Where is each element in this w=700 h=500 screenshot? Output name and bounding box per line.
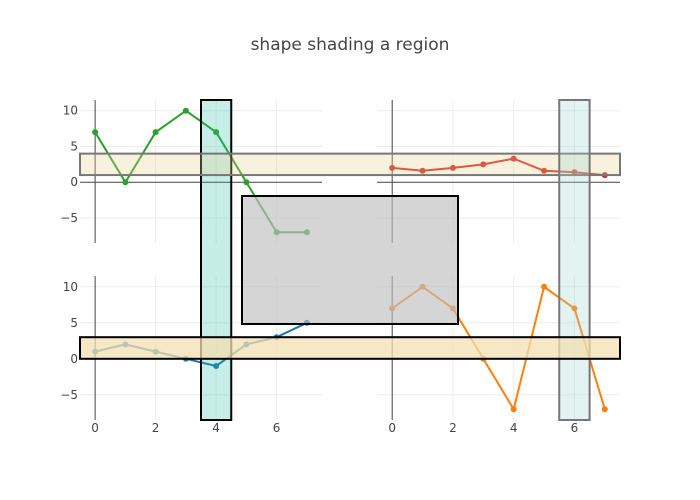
data-point-top-right (541, 167, 548, 174)
series-line-top-right (392, 157, 605, 177)
data-point-top-right (449, 164, 456, 171)
data-point-top-left (213, 129, 220, 136)
x-tick-label: 0 (388, 421, 396, 435)
x-tick-label: 4 (212, 421, 220, 435)
shape-hband-y1-4 (79, 152, 621, 177)
y-tick-label: 0 (70, 352, 78, 366)
data-point-bottom-right (510, 406, 517, 413)
y-tick-label: 10 (63, 280, 78, 294)
y-tick-label: 0 (70, 175, 78, 189)
x-tick-label: 6 (273, 421, 281, 435)
data-point-top-left (182, 107, 189, 114)
tick-labels-layer: 0 2 4 6 0 2 4 6 10 5 0 −5 10 5 0 −5 (60, 104, 578, 435)
y-tick-label: −5 (60, 211, 78, 225)
data-point-top-left (243, 179, 250, 186)
data-point-bottom-right (601, 406, 608, 413)
data-point-bottom-right (541, 283, 548, 290)
y-tick-label: 5 (70, 316, 78, 330)
shape-gray-rect-center (241, 195, 459, 325)
shape-vband-x3.5-4.5 (200, 99, 233, 421)
y-tick-label: 10 (63, 104, 78, 118)
data-point-top-left (92, 129, 99, 136)
x-tick-label: 0 (91, 421, 99, 435)
data-point-bottom-right (571, 305, 578, 312)
data-point-top-left (122, 179, 129, 186)
data-point-top-right (419, 167, 426, 174)
data-point-top-right (480, 161, 487, 168)
x-tick-label: 2 (152, 421, 160, 435)
y-tick-label: 5 (70, 139, 78, 153)
x-tick-label: 4 (510, 421, 518, 435)
data-point-top-left (152, 129, 159, 136)
data-point-top-right (389, 164, 396, 171)
data-point-bottom-left (213, 363, 220, 369)
data-point-top-right (571, 169, 578, 176)
y-tick-label: −5 (60, 388, 78, 402)
x-tick-label: 2 (449, 421, 457, 435)
x-tick-label: 6 (571, 421, 579, 435)
shape-hband-y0-3 (79, 336, 621, 360)
shapes-layer (79, 99, 621, 421)
shape-vband-x5.5-6.5 (558, 99, 591, 421)
chart-title: shape shading a region (251, 35, 450, 55)
data-point-top-right (510, 155, 517, 162)
